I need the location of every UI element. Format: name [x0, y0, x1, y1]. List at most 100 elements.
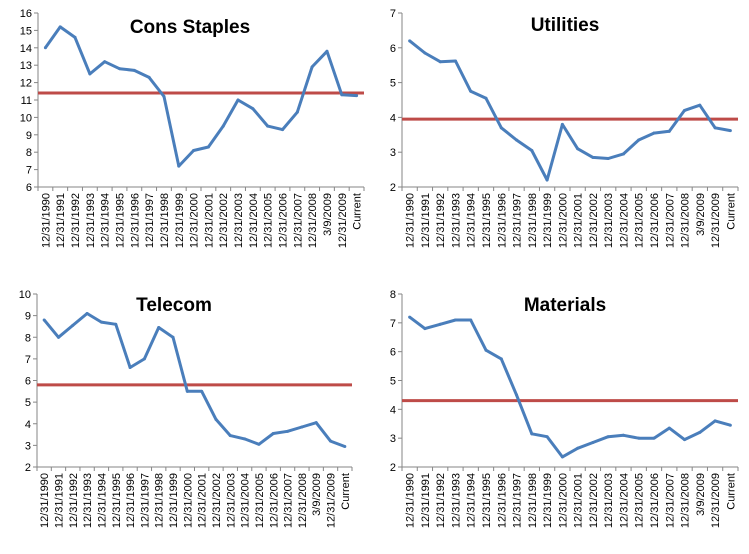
- data-point: [683, 438, 687, 442]
- chart-panel-telecom: 2 3 4 5 6 7 8 9 10 12/31/1990 12/31/1991 12/31/1992…: [19, 289, 353, 528]
- y-tick-label: 16: [20, 8, 32, 20]
- y-tick-label: 9: [25, 311, 31, 323]
- y-tick-label: 8: [26, 147, 32, 159]
- data-point: [606, 435, 610, 439]
- x-tick-label: 12/31/1998: [527, 193, 539, 248]
- x-tick-label: 12/31/1998: [154, 473, 166, 528]
- x-tick-label: 12/31/2008: [680, 193, 692, 248]
- x-tick-label: 3/9/2009: [322, 193, 334, 236]
- x-tick-label: 12/31/1995: [111, 473, 123, 528]
- x-tick-label: 12/31/2006: [268, 473, 280, 528]
- x-tick-label: 12/31/2005: [634, 193, 646, 248]
- x-tick-label: 12/31/1995: [115, 193, 127, 248]
- data-point: [177, 164, 181, 168]
- data-point: [499, 126, 503, 130]
- data-point: [71, 323, 75, 327]
- data-point: [408, 315, 412, 319]
- x-tick-label: 12/31/2007: [292, 193, 304, 248]
- data-point: [85, 311, 89, 315]
- data-point: [453, 59, 457, 63]
- x-tick-label: Current: [725, 193, 737, 230]
- series-line: [43, 312, 346, 448]
- x-tick-label: 12/31/1993: [82, 473, 94, 528]
- data-point: [325, 49, 329, 53]
- data-point: [128, 366, 132, 370]
- data-point: [515, 138, 519, 142]
- x-tick-label: 12/31/2006: [649, 193, 661, 248]
- x-tick-label: 12/31/2005: [254, 473, 266, 528]
- x-tick-label: 12/31/2004: [248, 193, 260, 248]
- x-tick-label: 12/31/1993: [450, 193, 462, 248]
- data-point: [484, 96, 488, 100]
- chart-title: Cons Staples: [130, 17, 250, 38]
- data-point: [157, 326, 161, 330]
- data-point: [621, 433, 625, 437]
- y-tick-label: 14: [20, 43, 32, 55]
- series-line: [44, 25, 357, 168]
- data-point: [728, 423, 732, 427]
- data-point: [228, 434, 232, 438]
- x-tick-label: 12/31/2002: [588, 193, 600, 248]
- y-tick-label: 11: [21, 95, 32, 107]
- data-point: [667, 129, 671, 133]
- x-tick-label: 12/31/1990: [40, 193, 52, 248]
- data-point: [142, 357, 146, 361]
- x-tick-label: 12/31/2003: [225, 473, 237, 528]
- x-tick-label: 12/31/1995: [481, 473, 493, 528]
- y-tick-label: 5: [390, 78, 396, 90]
- data-point: [560, 122, 564, 126]
- y-tick-label: 5: [25, 397, 31, 409]
- x-tick-label: 12/31/1993: [85, 193, 97, 248]
- data-point: [271, 431, 275, 435]
- y-tick-label: 4: [25, 419, 31, 431]
- x-tick-label: 12/31/1996: [125, 473, 137, 528]
- x-tick-label: 12/31/2004: [618, 473, 630, 528]
- x-tick-label: 12/31/2004: [618, 193, 630, 248]
- data-point: [530, 432, 534, 436]
- data-point: [56, 335, 60, 339]
- data-point: [42, 318, 46, 322]
- x-tick-label: 12/31/2008: [297, 473, 309, 528]
- x-tick-label: 12/31/2007: [664, 193, 676, 248]
- x-tick-label: 12/31/2005: [634, 473, 646, 528]
- data-point: [515, 393, 519, 397]
- y-tick-label: 8: [25, 332, 31, 344]
- x-tick-label: 12/31/2001: [203, 193, 215, 248]
- x-tick-label: 12/31/2000: [182, 473, 194, 528]
- y-tick-label: 2: [390, 462, 396, 474]
- data-point: [408, 39, 412, 43]
- x-tick-label: 12/31/1995: [481, 193, 493, 248]
- data-point: [206, 145, 210, 149]
- x-tick-label: 12/31/1997: [512, 473, 524, 528]
- data-point: [576, 147, 580, 151]
- x-tick-label: 12/31/1996: [496, 473, 508, 528]
- x-tick-label: Current: [340, 473, 352, 510]
- data-point: [621, 152, 625, 156]
- data-point: [118, 67, 121, 71]
- data-point: [281, 128, 284, 132]
- x-tick-label: 12/31/1994: [466, 473, 478, 528]
- x-tick-label: 12/31/2008: [680, 473, 692, 528]
- data-point: [499, 357, 503, 361]
- data-point: [591, 440, 595, 444]
- x-tick-label: 12/31/1993: [450, 473, 462, 528]
- x-tick-label: 12/31/2006: [278, 193, 290, 248]
- data-point: [251, 107, 255, 111]
- data-point: [43, 46, 47, 50]
- data-point: [545, 435, 549, 439]
- y-tick-label: 10: [19, 289, 31, 301]
- data-point: [545, 178, 549, 182]
- data-point: [453, 318, 457, 322]
- x-tick-label: 12/31/2001: [573, 193, 585, 248]
- x-tick-label: Current: [725, 473, 737, 510]
- data-point: [192, 148, 196, 152]
- data-point: [606, 156, 610, 160]
- x-tick-label: 3/9/2009: [695, 473, 707, 516]
- x-tick-label: 12/31/2003: [603, 193, 615, 248]
- chart-title: Telecom: [136, 295, 212, 316]
- y-tick-label: 6: [390, 43, 396, 55]
- x-tick-label: 12/31/2009: [326, 473, 338, 528]
- x-tick-label: 12/31/2001: [197, 473, 209, 528]
- data-point: [469, 318, 473, 322]
